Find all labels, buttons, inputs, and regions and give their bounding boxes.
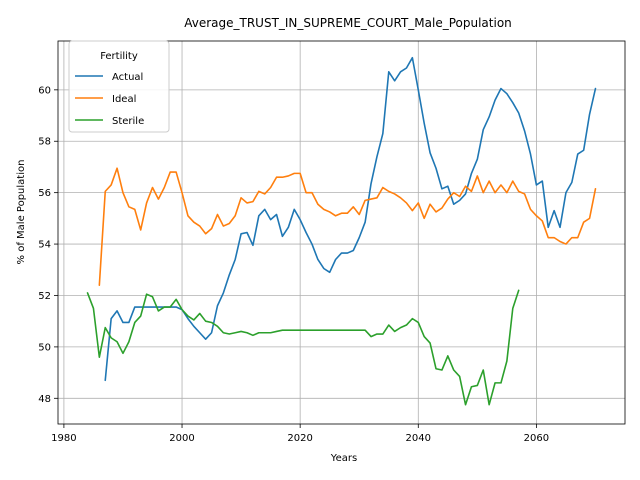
grid: [58, 41, 625, 424]
x-axis-label: Years: [330, 453, 357, 464]
y-tick-label: 52: [38, 291, 51, 302]
y-tick-label: 54: [38, 240, 51, 251]
x-tick-label: 2040: [406, 433, 431, 444]
y-axis-ticks: 48 50 52 54 56 58 60: [38, 85, 58, 405]
y-axis-label: % of Male Population: [16, 160, 27, 265]
x-tick-label: 2060: [524, 433, 549, 444]
legend-label-actual: Actual: [112, 72, 143, 83]
x-tick-label: 2000: [169, 433, 194, 444]
legend: Fertility Actual Ideal Sterile: [68, 40, 170, 133]
series-line-sterile: [86, 289, 520, 406]
series-line-ideal: [98, 167, 597, 286]
x-tick-label: 1980: [51, 433, 76, 444]
legend-title: Fertility: [100, 51, 138, 62]
y-tick-label: 50: [38, 342, 51, 353]
legend-label-sterile: Sterile: [112, 116, 144, 127]
x-tick-label: 2020: [287, 433, 312, 444]
legend-label-ideal: Ideal: [112, 94, 136, 105]
y-tick-label: 56: [38, 188, 51, 199]
y-tick-label: 48: [38, 394, 51, 405]
legend-box: [68, 40, 170, 133]
x-axis-ticks: 1980 2000 2020 2040 2060: [51, 424, 549, 444]
chart-title: Average_TRUST_IN_SUPREME_COURT_Male_Popu…: [184, 16, 512, 30]
plot-frame: [57, 40, 626, 425]
series-layer: [86, 56, 597, 406]
series-line-actual: [104, 56, 597, 382]
y-tick-label: 58: [38, 137, 51, 148]
y-tick-label: 60: [38, 85, 51, 96]
